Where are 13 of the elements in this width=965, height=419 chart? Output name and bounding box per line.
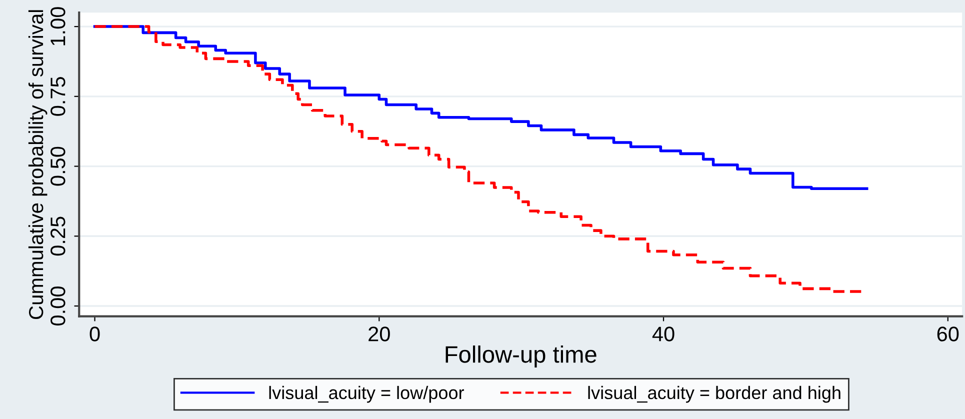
y-tick-label: 0.75	[50, 77, 66, 116]
x-tick-label: 40	[652, 326, 674, 342]
y-tick-label: 0.00	[50, 286, 66, 326]
x-tick-label: 20	[368, 326, 390, 342]
legend-label: lvisual_acuity = border and high	[588, 386, 840, 403]
legend-label: lvisual_acuity = low/poor	[269, 386, 464, 403]
x-axis-title: Follow-up time	[446, 345, 596, 368]
y-tick-label: 0.25	[50, 216, 66, 256]
x-tick-label: 60	[937, 326, 959, 342]
y-axis-title: Cummulative probability of survival	[28, 10, 48, 319]
x-tick-label: 0	[90, 326, 100, 342]
y-tick-label: 1.00	[50, 7, 66, 46]
y-tick-label: 0.50	[50, 146, 66, 186]
